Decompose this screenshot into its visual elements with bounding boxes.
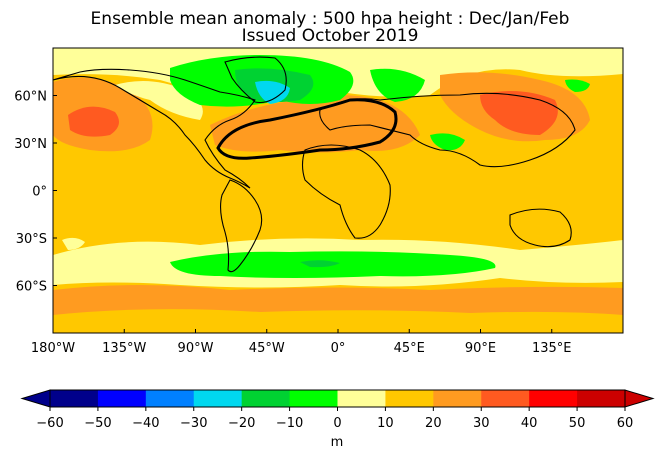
colorbar-tick-label: 20 xyxy=(425,416,442,431)
africa-outline xyxy=(301,144,391,239)
x-tick-label: 135°E xyxy=(532,341,572,356)
x-tick-label: 90°E xyxy=(465,341,496,356)
colorbar-tick-label: 40 xyxy=(521,416,538,431)
scandinavia-anomaly xyxy=(370,68,425,102)
colorbar-segment xyxy=(385,390,434,407)
eurasia-outline xyxy=(319,92,576,168)
x-tick-label: 90°W xyxy=(178,341,214,356)
colorbar-unit-label: m xyxy=(331,435,344,450)
east-siberia-anomaly xyxy=(565,79,590,92)
y-tick-label: 30°S xyxy=(16,232,47,247)
x-axis-ticks: 180°W 135°W 90°W 45°W 0° 45°E 90°E 135°E xyxy=(31,329,572,356)
southern-ocean-negative-core xyxy=(300,260,340,268)
map-subtitle: Issued October 2019 xyxy=(241,26,419,46)
colorbar-segment xyxy=(337,390,386,407)
colorbar-segment xyxy=(433,390,482,407)
east-asia-max xyxy=(480,91,558,135)
y-tick-label: 0° xyxy=(32,185,47,200)
antarctic-inner xyxy=(53,309,623,333)
north-pacific-max xyxy=(68,106,119,137)
colorbar-tick-label: 60 xyxy=(617,416,634,431)
australia-outline xyxy=(509,208,572,248)
greenland-outline xyxy=(224,56,287,104)
significance-contour xyxy=(216,98,398,160)
colorbar-ticks: −60 −50 −40 −30 −20 −10 0 10 20 30 40 50 60 xyxy=(36,407,633,431)
colorbar-segment xyxy=(50,390,99,407)
colorbar-segment xyxy=(577,390,626,407)
south-pacific-patch xyxy=(62,237,85,250)
colorbar-tick-label: 30 xyxy=(473,416,490,431)
south-america-outline xyxy=(219,179,263,273)
colorbar-tick-label: 10 xyxy=(377,416,394,431)
y-tick-label: 60°N xyxy=(14,90,47,105)
x-tick-label: 180°W xyxy=(31,341,75,356)
colorbar-tick-label: −30 xyxy=(180,416,207,431)
greenland-negative-max xyxy=(255,80,290,104)
colorbar-tick-label: −60 xyxy=(36,416,63,431)
colorbar-tick-label: −50 xyxy=(84,416,111,431)
colorbar-tick-label: −20 xyxy=(228,416,255,431)
x-tick-label: 0° xyxy=(331,341,346,356)
y-tick-label: 30°N xyxy=(14,137,47,152)
colorbar-tick-label: −10 xyxy=(276,416,303,431)
x-tick-label: 45°E xyxy=(394,341,425,356)
y-axis-ticks: 60°N 30°N 0° 30°S 60°S xyxy=(14,90,57,295)
colorbar-segment xyxy=(481,390,530,407)
y-tick-label: 60°S xyxy=(16,280,47,295)
colorbar-segment xyxy=(193,390,243,407)
colorbar-extend-low xyxy=(20,389,51,408)
colorbar-tick-label: −40 xyxy=(132,416,159,431)
map-title: Ensemble mean anomaly : 500 hpa height :… xyxy=(90,9,570,29)
colorbar-segment xyxy=(241,390,291,407)
north-america-outline xyxy=(53,68,256,189)
x-tick-label: 135°W xyxy=(102,341,146,356)
colorbar-tick-label: 0 xyxy=(333,416,341,431)
colorbar xyxy=(20,389,655,408)
colorbar-segment xyxy=(145,390,195,407)
colorbar-extend-high xyxy=(624,389,655,408)
coastlines xyxy=(53,56,576,273)
colorbar-segment xyxy=(97,390,147,407)
atlantic-europe-anomaly xyxy=(210,95,420,153)
central-asia-anomaly xyxy=(430,133,465,151)
colorbar-segment xyxy=(289,390,338,407)
colorbar-segment xyxy=(529,390,578,407)
colorbar-tick-label: 50 xyxy=(569,416,586,431)
x-tick-label: 45°W xyxy=(249,341,285,356)
anomaly-field xyxy=(53,48,623,333)
